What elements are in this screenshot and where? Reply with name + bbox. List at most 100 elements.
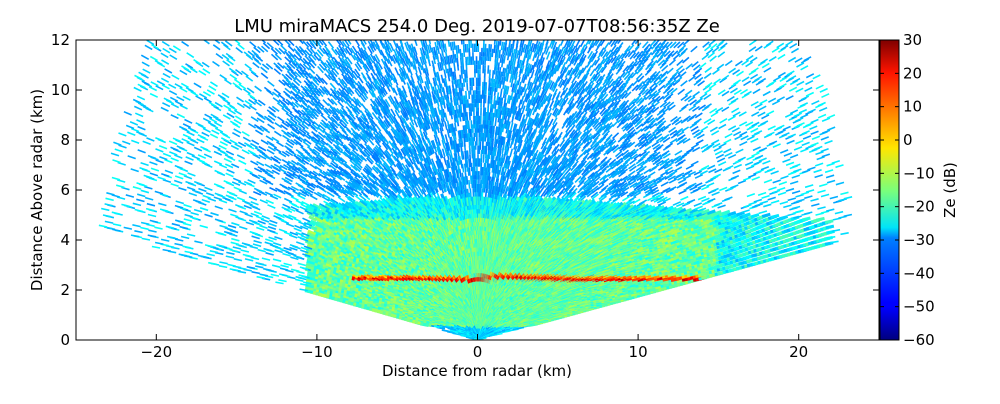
echo-gate (766, 110, 775, 116)
echo-gate (805, 91, 815, 97)
echo-gate (758, 105, 767, 111)
echo-gate (829, 195, 839, 200)
echo-gate (703, 44, 712, 52)
echo-gate (690, 45, 698, 53)
echo-gate (789, 109, 799, 115)
echo-gate (763, 179, 773, 184)
echo-gate (761, 194, 770, 199)
echo-gate (709, 126, 718, 133)
echo-gate (814, 174, 823, 179)
echo-gate (758, 157, 767, 163)
echo-gate (741, 76, 750, 83)
echo-gate (821, 117, 831, 123)
echo-gate (813, 169, 822, 174)
echo-gate (789, 154, 799, 159)
echo-gate (796, 198, 805, 203)
echo-gate (780, 149, 789, 154)
echo-gate (745, 61, 754, 68)
echo-gate (694, 173, 704, 179)
echo-gate (810, 198, 819, 202)
echo-gate (717, 51, 726, 58)
echo-gate (732, 169, 741, 175)
echo-gate (707, 51, 716, 59)
echo-gate (690, 160, 699, 166)
echo-gate (744, 161, 754, 166)
echo-gate (745, 54, 754, 61)
echo-gate (811, 100, 820, 106)
echo-gate (727, 115, 736, 121)
echo-gate (685, 164, 694, 170)
echo-gate (777, 191, 787, 196)
echo-gate (791, 190, 801, 195)
echo-gate (705, 48, 714, 55)
echo-gate (758, 210, 768, 215)
echo-gate (750, 137, 759, 143)
echo-gate (748, 46, 757, 53)
echo-gate (750, 213, 760, 219)
echo-gate (820, 148, 829, 153)
echo-gate (728, 125, 737, 131)
echo-gate (748, 40, 757, 46)
echo-gate (716, 157, 726, 163)
echo-gate (812, 74, 821, 80)
echo-gate (770, 170, 779, 175)
echo-gate (788, 86, 798, 92)
echo-gate (817, 113, 827, 119)
echo-gate (826, 162, 835, 167)
echo-gate (629, 158, 637, 165)
echo-gate (772, 179, 781, 184)
echo-gate (708, 40, 716, 47)
echo-gate (754, 45, 763, 52)
echo-gate (660, 181, 669, 187)
echo-gate (824, 219, 834, 224)
echo-gate (759, 99, 768, 105)
echo-gate (757, 191, 767, 196)
echo-gate (824, 169, 834, 174)
echo-gate (742, 176, 752, 182)
echo-gate (751, 176, 760, 181)
echo-gate (805, 73, 815, 79)
echo-gate (737, 179, 747, 185)
echo-gate (804, 195, 813, 200)
echo-gate (835, 181, 845, 186)
echo-gate (717, 204, 726, 209)
echo-gate (767, 196, 776, 201)
echo-gate (805, 189, 815, 193)
echo-gate (727, 153, 737, 159)
echo-gate (739, 140, 748, 147)
echo-gate (715, 153, 725, 159)
echo-gate (750, 73, 759, 80)
echo-gate (711, 46, 720, 54)
echo-gate (749, 56, 758, 63)
echo-gate (804, 184, 814, 189)
echo-gate (711, 191, 720, 196)
echo-gate (784, 112, 794, 118)
echo-gate (674, 150, 683, 156)
echo-gate (685, 63, 693, 70)
echo-gate (779, 200, 789, 205)
echo-gate (734, 60, 743, 67)
echo-gate (804, 86, 813, 92)
echo-gate (779, 215, 789, 221)
echo-gate (763, 203, 772, 208)
echo-gate (678, 189, 687, 195)
echo-gate (795, 139, 804, 145)
echo-gate (678, 178, 687, 184)
echo-gate (843, 196, 853, 200)
echo-gate (826, 235, 836, 239)
echo-gate (718, 123, 727, 130)
echo-gate (702, 41, 710, 49)
echo-gate (800, 65, 809, 71)
echo-gate (818, 183, 828, 188)
echo-gate (714, 150, 723, 156)
echo-gate (704, 66, 713, 73)
echo-gate (710, 43, 718, 50)
echo-gate (824, 139, 833, 145)
echo-gate (741, 212, 751, 218)
echo-gate (731, 107, 740, 114)
echo-gate (677, 88, 685, 96)
echo-gate (741, 59, 750, 66)
echo-gate (748, 173, 757, 179)
echo-gate (731, 127, 740, 133)
